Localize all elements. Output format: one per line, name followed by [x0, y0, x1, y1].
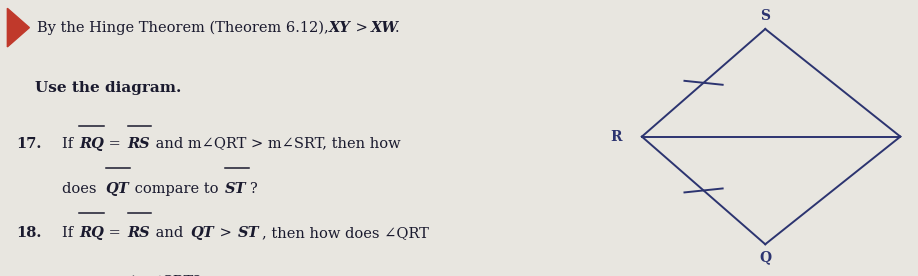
Text: ?: ? — [249, 182, 256, 196]
Text: RQ: RQ — [79, 226, 104, 240]
Text: 18.: 18. — [17, 226, 42, 240]
Text: , then how does ∠QRT: , then how does ∠QRT — [262, 226, 429, 240]
Text: =: = — [104, 226, 125, 240]
Text: >: > — [351, 21, 372, 34]
Text: Q: Q — [759, 250, 771, 264]
Text: RS: RS — [128, 137, 151, 150]
Text: RS: RS — [128, 226, 151, 240]
Text: R: R — [610, 130, 621, 144]
Text: QT: QT — [190, 226, 214, 240]
Text: If: If — [62, 137, 78, 150]
Polygon shape — [7, 8, 29, 47]
Text: Use the diagram.: Use the diagram. — [35, 81, 181, 95]
Text: compare to ∠SRT?: compare to ∠SRT? — [62, 275, 201, 276]
Text: S: S — [760, 9, 770, 23]
Text: By the Hinge Theorem (Theorem 6.12),: By the Hinge Theorem (Theorem 6.12), — [37, 20, 333, 35]
Text: XW: XW — [371, 21, 398, 34]
Text: >: > — [215, 226, 236, 240]
Text: 17.: 17. — [17, 137, 42, 150]
Text: QT: QT — [106, 182, 129, 196]
Text: ST: ST — [225, 182, 246, 196]
Text: and: and — [151, 226, 188, 240]
Text: =: = — [104, 137, 125, 150]
Text: XY: XY — [329, 21, 351, 34]
Text: compare to: compare to — [130, 182, 223, 196]
Text: does: does — [62, 182, 102, 196]
Text: RQ: RQ — [79, 137, 104, 150]
Text: ST: ST — [238, 226, 259, 240]
Text: If: If — [62, 226, 78, 240]
Text: and m∠QRT > m∠SRT, then how: and m∠QRT > m∠SRT, then how — [151, 137, 401, 150]
Text: .: . — [395, 21, 399, 34]
